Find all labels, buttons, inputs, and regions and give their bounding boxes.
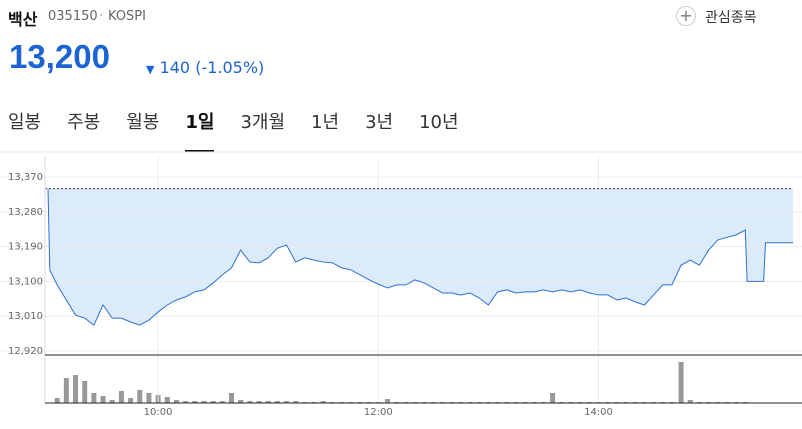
x-tick-label: 10:00 [144,407,173,418]
volume-bar [192,401,198,403]
volume-bar [128,398,134,403]
stock-name: 백산 [8,10,38,29]
volume-bar [256,401,262,403]
volume-bar [238,400,244,403]
x-tick-label: 12:00 [364,407,393,418]
y-tick-label: 13,370 [8,172,43,183]
y-tick-label: 13,280 [8,207,43,218]
period-tab[interactable]: 10년 [419,112,459,133]
volume-bar [247,401,253,403]
change-percent: (-1.05%) [195,58,265,77]
y-tick-label: 13,100 [8,276,43,287]
period-tab[interactable]: 주봉 [67,112,101,133]
volume-bar [164,397,170,403]
volume-bar [687,400,693,403]
tabs: 일봉 주봉 월봉 1일 3개월 1년 3년 10년 [8,108,485,152]
volume-bar [293,401,299,403]
volume-bar [109,400,115,403]
volume-bar [137,390,143,403]
y-tick-label: 13,010 [8,311,43,322]
x-tick-label: 14:00 [584,407,613,418]
volume-bar [320,401,326,403]
volume-bar [82,381,88,403]
volume-bar [54,398,60,403]
watch-label[interactable]: 관심종목 [705,10,757,26]
down-arrow: ▼ [146,63,155,76]
watch-button[interactable]: + [676,6,696,26]
volume-bar [118,391,124,403]
volume-bar [228,393,234,403]
period-tab[interactable]: 일봉 [8,112,42,133]
volume-bar [183,401,189,403]
volume-bar [173,400,179,403]
stock-code: 035150 [48,9,98,24]
change: ▼ 140 (-1.05%) [146,58,264,77]
volume-bar [146,393,152,403]
volume-bar [265,401,271,403]
volume-bar [100,396,106,403]
volume-bar [63,378,69,403]
volume-bar [91,393,97,403]
separator: · [99,9,104,24]
volume-bar [284,401,290,403]
period-tab[interactable]: 1일 [185,108,215,152]
volume-bar [210,401,216,403]
volume-bar [678,362,684,403]
price-area [48,188,793,326]
price-line [47,188,793,326]
volume-bar [384,399,390,403]
y-tick-label: 13,190 [8,242,43,253]
period-tab[interactable]: 월봉 [126,112,160,133]
y-tick-label: 12,920 [8,346,43,357]
period-tab[interactable]: 3년 [365,112,394,133]
volume-bar [274,401,280,403]
market: KOSPI [108,9,146,24]
volume-bar [73,375,79,403]
volume-bar [201,401,207,403]
volume-bar [219,401,225,403]
change-amount: 140 [159,58,191,77]
period-tab[interactable]: 1년 [311,112,340,133]
period-tab[interactable]: 3개월 [240,112,286,133]
price: 13,200 [9,38,110,75]
volume-bar [550,393,556,403]
